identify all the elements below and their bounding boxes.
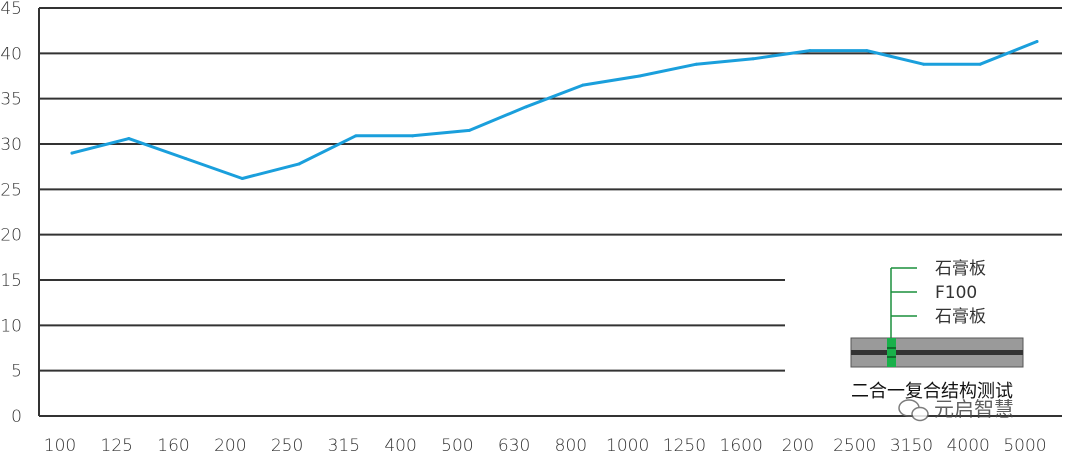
axes (38, 8, 1062, 417)
data-point (354, 134, 358, 138)
data-point (638, 74, 642, 78)
inset-caption: 二合一复合结构测试 (851, 381, 1013, 402)
data-point (240, 176, 244, 180)
x-tick-label: 630 (498, 436, 530, 455)
watermark: 元启智慧 (898, 397, 1014, 422)
x-tick-label: 315 (328, 436, 360, 455)
data-point (808, 49, 812, 53)
y-tick-label: 15 (0, 271, 22, 291)
inset-green-marker (887, 338, 896, 367)
inset-label-middle: F100 (935, 283, 977, 303)
x-tick-label: 200 (214, 436, 246, 455)
x-tick-label: 160 (157, 436, 189, 455)
x-tick-label: 800 (555, 436, 587, 455)
x-tick-label: 1600 (720, 436, 763, 455)
data-point (127, 137, 131, 141)
data-point (467, 128, 471, 132)
data-point (865, 49, 869, 53)
data-point (751, 57, 755, 61)
y-tick-label: 25 (0, 180, 22, 200)
data-point (184, 157, 188, 161)
y-tick-label: 20 (0, 226, 22, 246)
x-tick-label: 250 (271, 436, 303, 455)
x-tick-label: 100 (44, 436, 76, 455)
y-tick-label: 30 (0, 135, 22, 155)
data-point (694, 62, 698, 66)
data-point (524, 105, 528, 109)
x-tick-label: 5000 (1003, 436, 1046, 455)
watermark-text: 元启智慧 (934, 397, 1014, 421)
x-tick-label: 200 (782, 436, 814, 455)
inset-core-layer (851, 350, 1023, 355)
x-tick-label: 1000 (606, 436, 649, 455)
data-point (581, 83, 585, 87)
x-tick-labels: 100 125 160 200 250 315 400 500 630 800 1000 1250 16… (44, 436, 1047, 455)
x-tick-label: 2500 (833, 436, 876, 455)
x-tick-label: 400 (384, 436, 416, 455)
structure-inset: 石膏板 F100 石膏板 二合一复合结构测试 (850, 258, 1024, 402)
y-tick-label: 0 (11, 407, 22, 427)
data-point (411, 134, 415, 138)
y-tick-label: 45 (0, 0, 22, 19)
series-line (70, 40, 1039, 180)
x-tick-label: 125 (101, 436, 133, 455)
inset-green-divider-1 (887, 347, 896, 349)
x-tick-label: 3150 (890, 436, 933, 455)
x-tick-label: 4000 (947, 436, 990, 455)
y-tick-labels: 0 5 10 15 20 25 30 35 40 45 (0, 0, 22, 427)
data-point (921, 62, 925, 66)
data-point (1035, 40, 1039, 44)
series (70, 40, 1039, 180)
inset-label-top: 石膏板 (935, 258, 986, 279)
x-tick-label: 1250 (663, 436, 706, 455)
data-point (70, 151, 74, 155)
data-point (978, 62, 982, 66)
y-tick-label: 10 (0, 316, 22, 336)
inset-label-bottom: 石膏板 (935, 306, 986, 327)
y-tick-label: 5 (11, 362, 22, 382)
data-point (297, 162, 301, 166)
x-tick-label: 500 (441, 436, 473, 455)
wechat-icon (898, 399, 929, 422)
inset-green-divider-2 (887, 356, 896, 358)
y-tick-label: 40 (0, 44, 22, 64)
y-tick-label: 35 (0, 90, 22, 110)
grid-lines (39, 7, 1062, 372)
